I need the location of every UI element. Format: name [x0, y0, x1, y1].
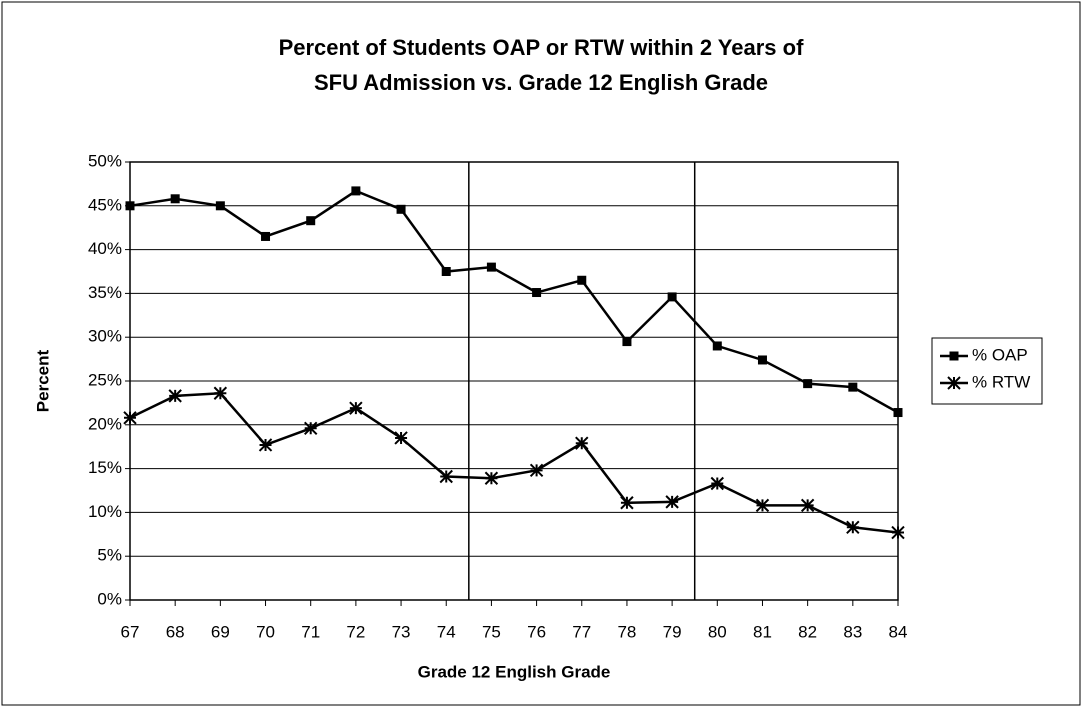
- marker: [667, 292, 677, 302]
- x-tick-label: 81: [753, 622, 772, 641]
- marker: [712, 341, 722, 351]
- marker: [848, 382, 858, 392]
- marker: [532, 288, 542, 298]
- marker: [800, 498, 815, 513]
- x-tick-label: 82: [798, 622, 817, 641]
- marker: [620, 496, 634, 510]
- x-tick-label: 84: [889, 622, 908, 641]
- x-tick-label: 68: [166, 622, 185, 641]
- y-tick-label: 35%: [88, 283, 122, 302]
- x-tick-label: 73: [392, 622, 411, 641]
- x-tick-label: 78: [617, 622, 636, 641]
- marker: [261, 231, 271, 241]
- y-tick-label: 5%: [97, 546, 122, 565]
- marker: [125, 201, 135, 211]
- marker: [665, 495, 679, 509]
- marker: [529, 463, 544, 478]
- y-tick-label: 25%: [88, 370, 122, 389]
- x-axis-title: Grade 12 English Grade: [418, 662, 611, 681]
- marker: [213, 386, 228, 400]
- marker: [168, 389, 182, 403]
- marker: [394, 431, 408, 445]
- marker: [396, 204, 406, 214]
- marker: [891, 525, 905, 540]
- marker: [349, 401, 363, 415]
- x-tick-label: 71: [301, 622, 320, 641]
- y-axis-title: Percent: [33, 349, 52, 412]
- marker: [484, 471, 499, 485]
- marker: [575, 436, 589, 450]
- x-tick-label: 77: [572, 622, 591, 641]
- marker: [947, 376, 961, 390]
- y-tick-label: 10%: [88, 502, 122, 521]
- legend-box: [931, 337, 1043, 405]
- y-tick-label: 15%: [88, 458, 122, 477]
- marker: [441, 267, 451, 276]
- series-line: [129, 391, 899, 534]
- legend-label: % OAP: [972, 345, 1028, 364]
- marker: [846, 520, 860, 534]
- marker: [258, 438, 273, 452]
- y-tick-label: 45%: [88, 195, 122, 214]
- y-tick-label: 50%: [88, 151, 122, 170]
- x-tick-label: 74: [437, 622, 456, 641]
- y-tick-label: 0%: [97, 589, 122, 608]
- x-tick-label: 69: [211, 622, 230, 641]
- marker: [803, 379, 813, 389]
- marker: [486, 262, 496, 272]
- plot-border: [129, 161, 899, 601]
- x-tick-label: 70: [256, 622, 275, 641]
- x-tick-label: 67: [121, 622, 140, 641]
- marker: [170, 194, 180, 204]
- marker: [306, 216, 316, 226]
- x-tick-label: 79: [663, 622, 682, 641]
- marker: [123, 411, 137, 425]
- marker: [215, 201, 225, 211]
- marker: [755, 498, 770, 513]
- x-tick-label: 80: [708, 622, 727, 641]
- marker: [893, 408, 903, 418]
- legend-label: % RTW: [972, 372, 1030, 391]
- series-line: [129, 189, 899, 414]
- x-tick-label: 83: [843, 622, 862, 641]
- y-tick-label: 40%: [88, 239, 122, 258]
- x-tick-label: 76: [527, 622, 546, 641]
- marker: [710, 476, 725, 491]
- marker: [622, 337, 632, 347]
- y-tick-label: 30%: [88, 327, 122, 346]
- marker: [351, 186, 361, 196]
- marker: [757, 355, 767, 365]
- x-tick-label: 72: [346, 622, 365, 641]
- marker: [439, 469, 453, 484]
- marker: [949, 351, 959, 361]
- chart-title: SFU Admission vs. Grade 12 English Grade: [314, 70, 768, 95]
- chart-title: Percent of Students OAP or RTW within 2 …: [279, 35, 805, 60]
- y-tick-label: 20%: [88, 414, 122, 433]
- marker: [303, 421, 318, 436]
- marker: [577, 275, 587, 285]
- x-tick-label: 75: [482, 622, 501, 641]
